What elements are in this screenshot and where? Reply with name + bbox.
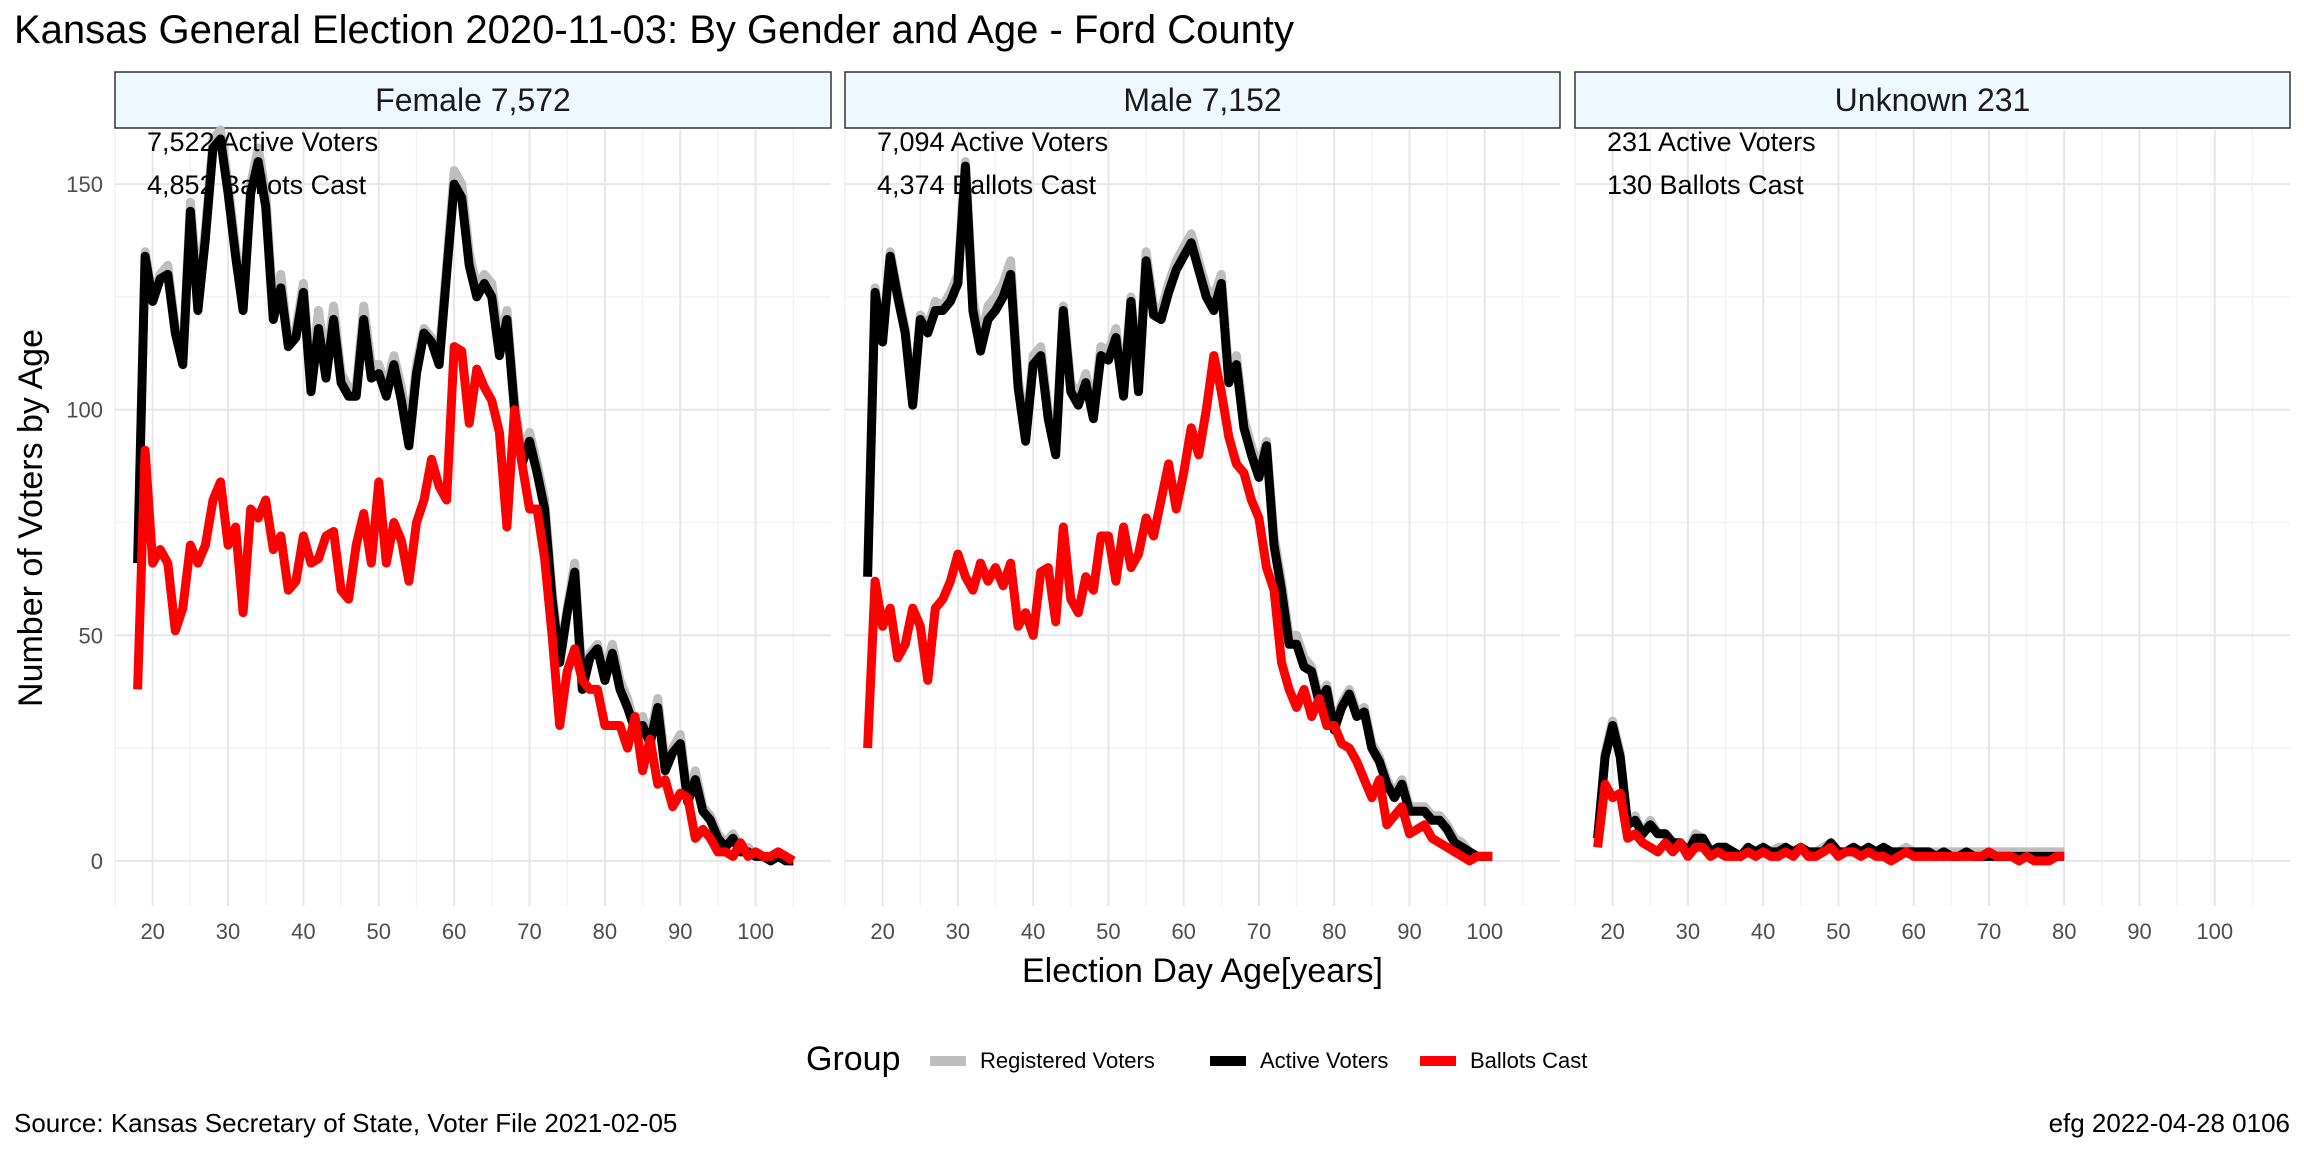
legend-swatch-ballots [1420, 1056, 1456, 1066]
x-tick-label: 40 [1021, 919, 1045, 944]
panel-annotation: 130 Ballots Cast [1607, 170, 1804, 200]
x-tick-label: 80 [1322, 919, 1346, 944]
x-tick-label: 20 [1600, 919, 1624, 944]
y-tick-label: 50 [79, 623, 103, 648]
legend-item-ballots: Ballots Cast [1420, 1046, 1587, 1076]
y-tick-label: 150 [66, 172, 103, 197]
legend-label-active: Active Voters [1260, 1048, 1389, 1073]
x-tick-label: 60 [1901, 919, 1925, 944]
x-tick-label: 30 [946, 919, 970, 944]
x-tick-label: 100 [737, 919, 774, 944]
y-tick-label: 0 [91, 849, 103, 874]
panel-strip-label: Unknown 231 [1835, 82, 2031, 118]
series-line-active-voters [863, 161, 1493, 861]
panel-0: Female 7,572 20 30 40 50 60 70 80 90 100 7,522 Act… [114, 71, 832, 944]
panel-strip-label: Male 7,152 [1123, 82, 1281, 118]
x-tick-label: 70 [1247, 919, 1271, 944]
panel-annotation: 231 Active Voters [1607, 127, 1816, 157]
x-tick-label: 100 [1466, 919, 1503, 944]
legend-item-registered: Registered Voters [930, 1046, 1155, 1076]
legend-item-active: Active Voters [1210, 1046, 1388, 1076]
x-tick-label: 90 [2127, 919, 2151, 944]
chart-title: Kansas General Election 2020-11-03: By G… [14, 8, 1295, 52]
x-tick-label: 60 [1171, 919, 1195, 944]
x-tick-label: 50 [367, 919, 391, 944]
y-axis-label: Number of Voters by Age [12, 329, 50, 707]
x-tick-label: 50 [1096, 919, 1120, 944]
x-tick-label: 60 [442, 919, 466, 944]
panel-1: Male 7,152 20 30 40 50 60 70 80 90 100 7,094 Activ… [844, 71, 1561, 944]
panel-strip [844, 71, 1561, 129]
legend-label-registered: Registered Voters [980, 1048, 1155, 1073]
x-tick-label: 50 [1826, 919, 1850, 944]
x-tick-label: 80 [593, 919, 617, 944]
series-line-ballots-cast [133, 342, 796, 865]
panel-annotation: 4,852 Ballots Cast [147, 170, 367, 200]
x-tick-label: 20 [870, 919, 894, 944]
series-line-active-voters [1593, 721, 2065, 861]
legend: Group Registered Voters Active Voters Ba… [0, 1040, 2304, 1084]
x-tick-label: 90 [1397, 919, 1421, 944]
x-axis-label: Election Day Age[years] [1022, 952, 1383, 990]
panel-strip-label: Female 7,572 [375, 82, 571, 118]
panel-strip [114, 71, 832, 129]
x-tick-label: 100 [2196, 919, 2233, 944]
panel-2: Unknown 231 20 30 40 50 60 70 80 90 100 231 Active… [1574, 71, 2291, 944]
source-note: Source: Kansas Secretary of State, Voter… [14, 1108, 678, 1138]
x-tick-label: 80 [2052, 919, 2076, 944]
x-tick-label: 40 [1751, 919, 1775, 944]
author-stamp: efg 2022-04-28 0106 [2048, 1108, 2290, 1138]
x-tick-label: 70 [517, 919, 541, 944]
x-tick-label: 90 [668, 919, 692, 944]
panel-annotation: 7,094 Active Voters [877, 127, 1108, 157]
x-tick-label: 20 [140, 919, 164, 944]
legend-label-ballots: Ballots Cast [1470, 1048, 1588, 1073]
x-tick-label: 30 [1676, 919, 1700, 944]
panel-annotation: 7,522 Active Voters [147, 127, 378, 157]
panel-annotation: 4,374 Ballots Cast [877, 170, 1097, 200]
x-tick-label: 40 [291, 919, 315, 944]
legend-swatch-active [1210, 1056, 1246, 1066]
x-tick-label: 30 [216, 919, 240, 944]
series-line-ballots-cast [863, 351, 1493, 866]
series-line-active-voters [133, 134, 794, 866]
y-tick-label: 100 [66, 398, 103, 423]
series-line-ballots-cast [1593, 779, 2065, 866]
x-tick-label: 70 [1977, 919, 2001, 944]
legend-title: Group [806, 1040, 901, 1078]
panel-strip [1574, 71, 2291, 129]
legend-swatch-registered [930, 1056, 966, 1066]
